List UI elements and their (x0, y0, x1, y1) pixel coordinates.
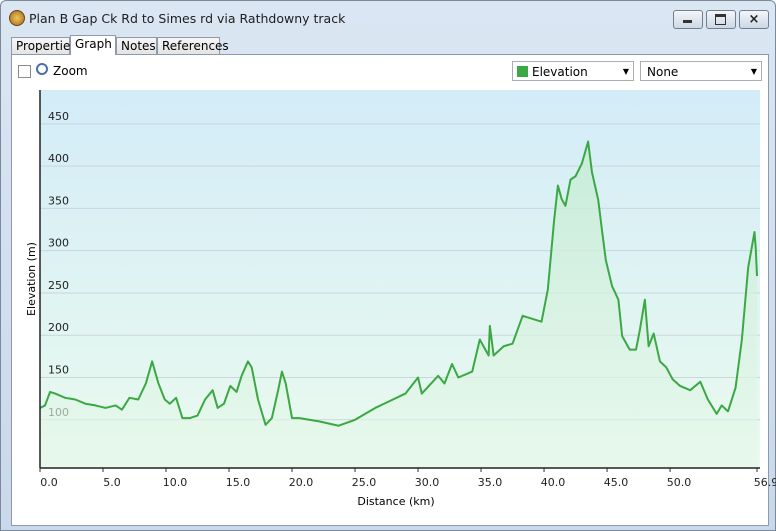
tab[interactable]: Notes (116, 37, 157, 54)
x-tick-label: 45.0 (604, 476, 629, 489)
window-title: Plan B Gap Ck Rd to Simes rd via Rathdow… (29, 11, 346, 26)
app-icon (9, 10, 25, 26)
x-axis-label: Distance (km) (357, 495, 434, 508)
x-tick-label: 30.0 (415, 476, 440, 489)
y-tick-label: 150 (48, 364, 69, 377)
tab[interactable]: Graph (70, 35, 116, 55)
y-tick-label: 300 (48, 237, 69, 250)
x-tick-label: 40.0 (541, 476, 566, 489)
maximize-button[interactable] (706, 10, 736, 29)
select-label: None (647, 65, 679, 79)
legend-label: Elevation (532, 65, 588, 79)
tab[interactable]: References (157, 37, 229, 54)
x-tick-label: 56.9 (754, 476, 776, 489)
zoom-icon (36, 63, 48, 75)
tab[interactable]: Properties (11, 37, 77, 54)
y-axis-label: Elevation (m) (25, 242, 38, 316)
y-tick-label: 450 (48, 110, 69, 123)
y-tick-label: 400 (48, 152, 69, 165)
x-tick-label: 50.0 (667, 476, 692, 489)
x-tick-label: 25.0 (352, 476, 377, 489)
x-tick-label: 20.0 (289, 476, 314, 489)
x-tick-label: 35.0 (478, 476, 503, 489)
minimize-button[interactable] (673, 10, 703, 29)
x-tick-label: 10.0 (163, 476, 188, 489)
series-select[interactable]: Elevation ▼ (512, 61, 634, 81)
y-tick-label: 250 (48, 279, 69, 292)
close-button[interactable]: × (739, 10, 769, 29)
x-tick-label: 15.0 (226, 476, 251, 489)
dropdown-arrow: ▼ (750, 67, 757, 76)
legend-swatch (517, 66, 528, 77)
zoom-checkbox[interactable] (18, 65, 31, 78)
y-tick-label: 200 (48, 321, 69, 334)
y-tick-label: 350 (48, 194, 69, 207)
zoom-label: Zoom (53, 64, 88, 78)
dropdown-arrow: ▼ (622, 67, 629, 76)
area-fill (40, 141, 757, 468)
x-tick-label: 0.0 (40, 476, 58, 489)
x-tick-label: 5.0 (103, 476, 121, 489)
elevation-line (39, 140, 758, 427)
secondary-select[interactable]: None ▼ (640, 61, 762, 81)
